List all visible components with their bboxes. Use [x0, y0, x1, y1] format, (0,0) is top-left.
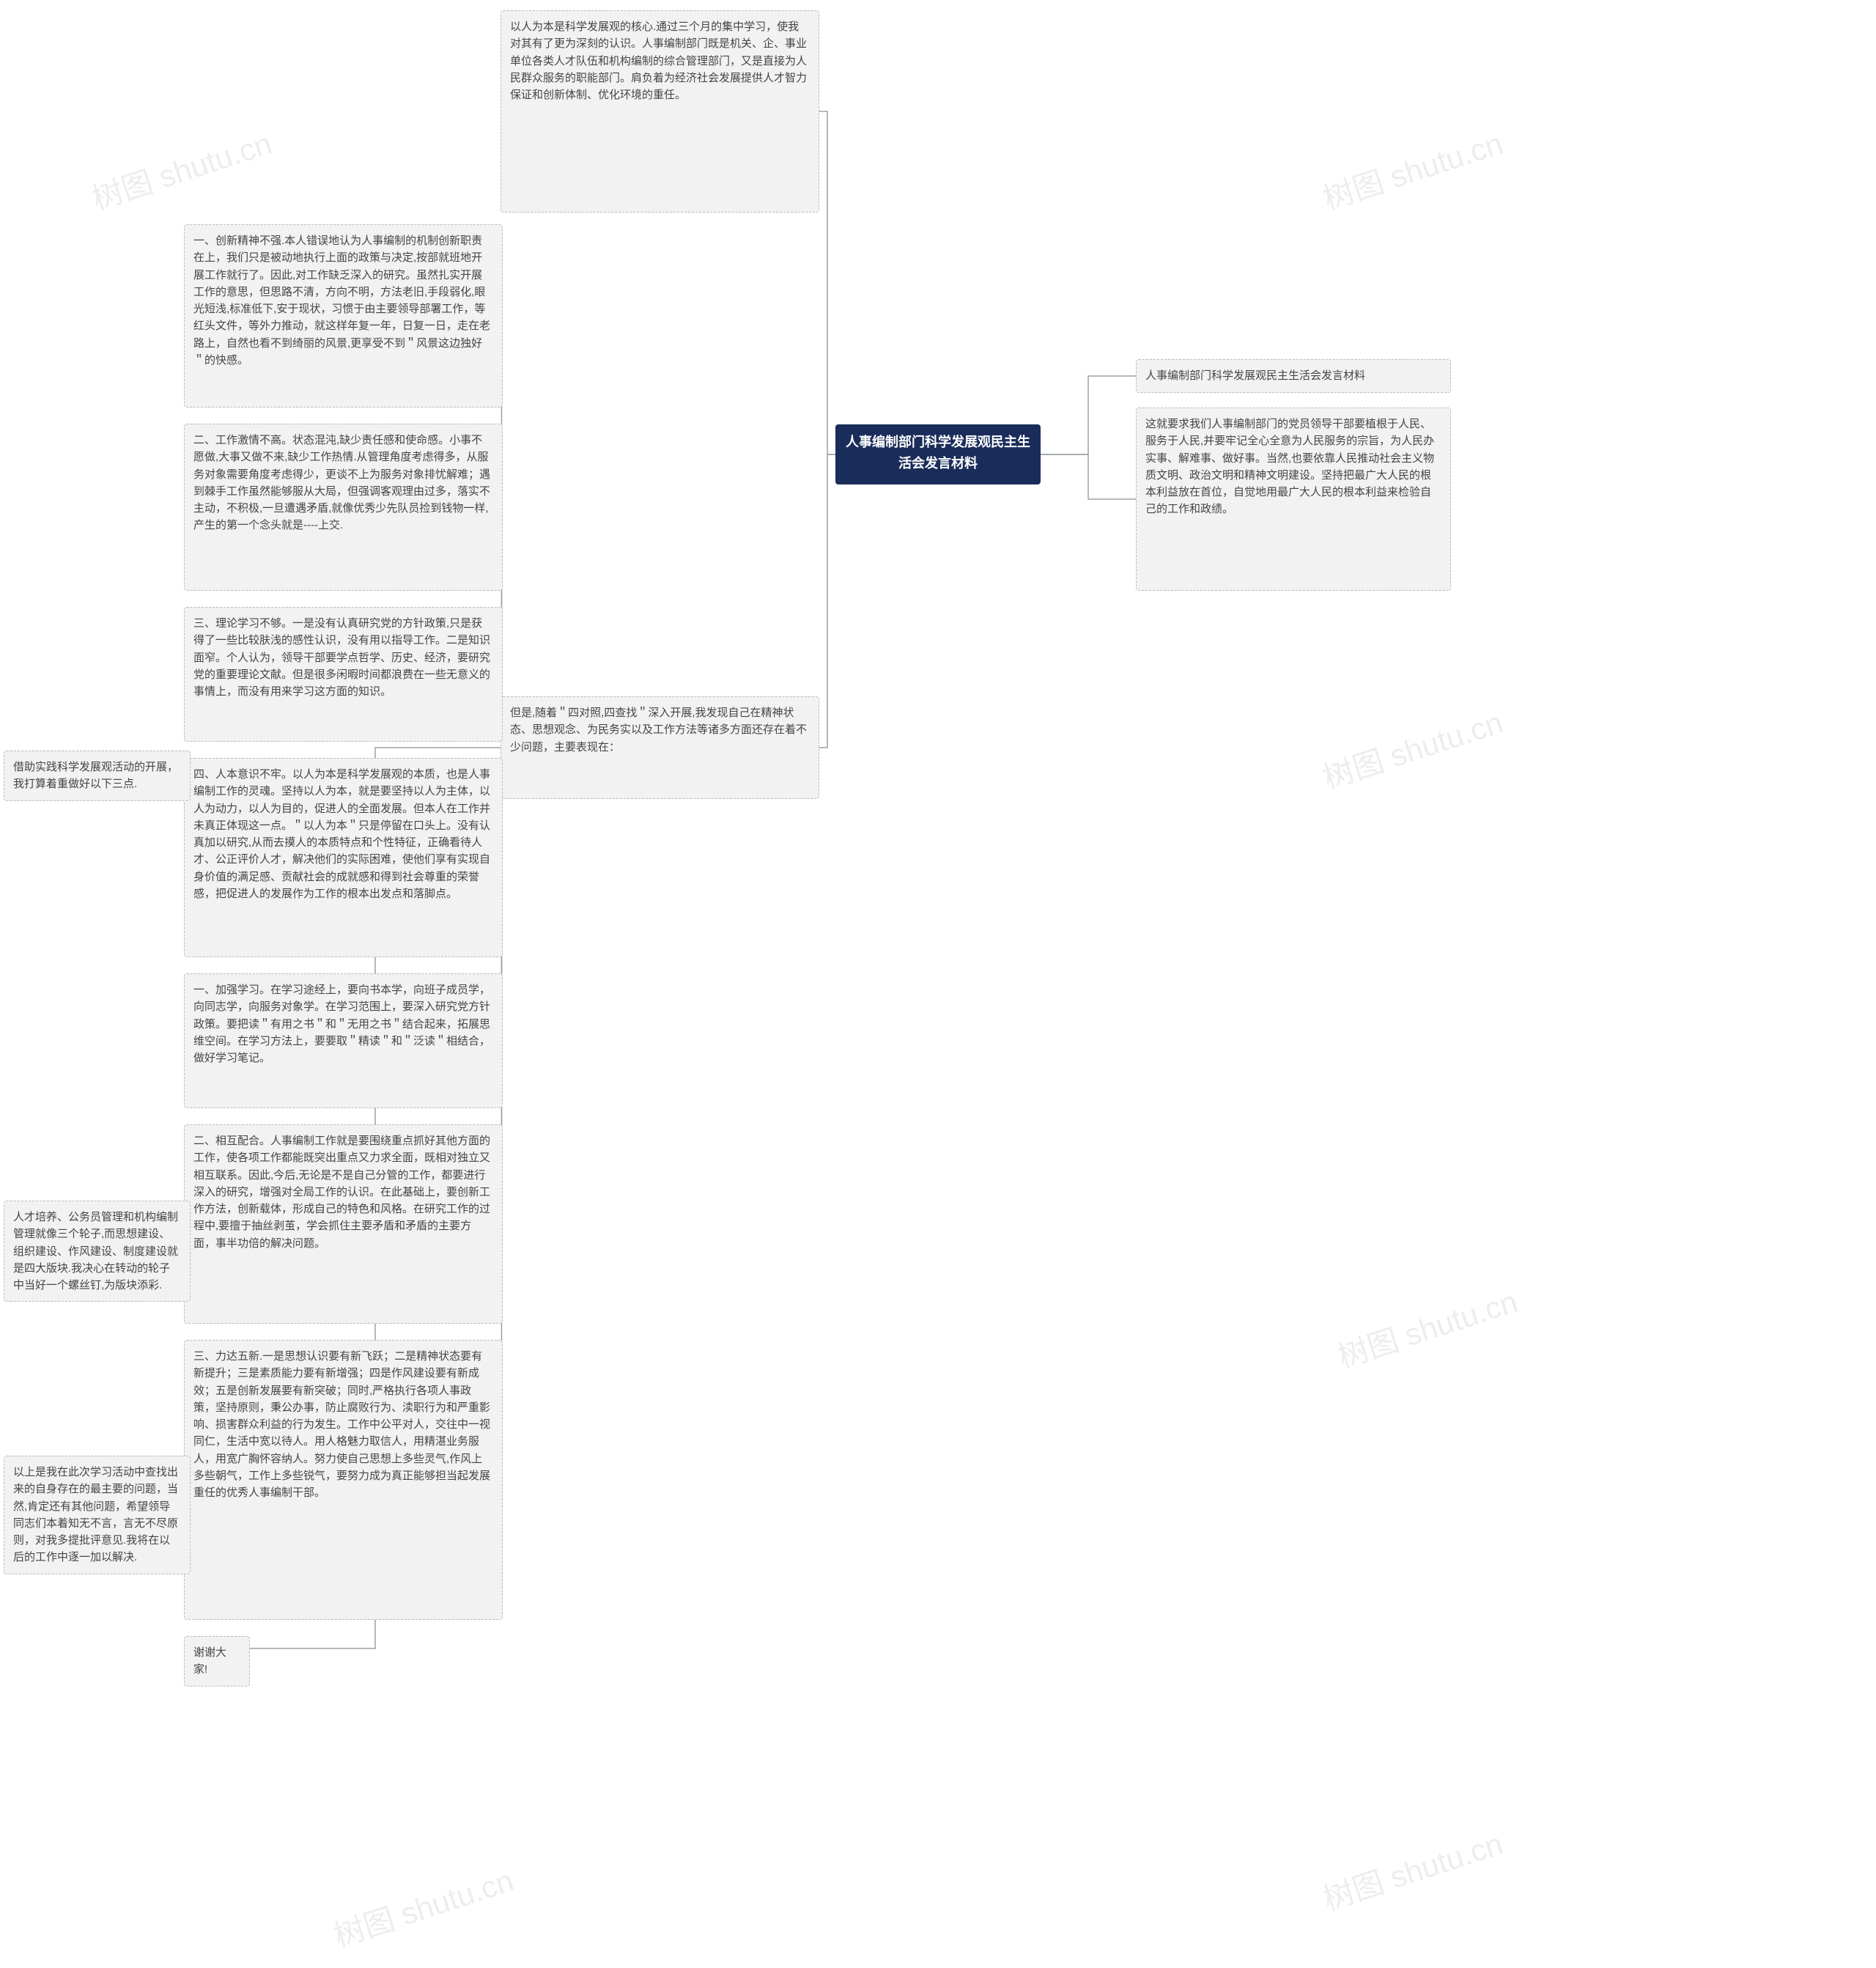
watermark: 树图 shutu.cn — [328, 1856, 519, 1956]
edge — [819, 111, 835, 454]
node-text: 人事编制部门科学发展观民主生活会发言材料 — [846, 435, 1030, 471]
node-text: 借助实践科学发展观活动的开展，我打算着重做好以下三点. — [13, 761, 178, 790]
watermark: 树图 shutu.cn — [1317, 119, 1508, 219]
edge — [1041, 454, 1136, 499]
node-b4: 一、加强学习。在学习途经上，要向书本学，向班子成员学，向同志学，向服务对象学。在… — [184, 973, 503, 1108]
node-text: 谢谢大家! — [193, 1646, 226, 1676]
node-m1: 但是,随着＂四对照,四查找＂深入开展,我发现自己在精神状态、思想观念、为民务实以… — [501, 696, 819, 799]
node-r1: 这就要求我们人事编制部门的党员领导干部要植根于人民、服务于人民,并要牢记全心全意… — [1136, 408, 1451, 591]
node-text: 三、力达五新.一是思想认识要有新飞跃；二是精神状态要有新提升；三是素质能力要有新… — [193, 1350, 490, 1499]
node-text: 一、加强学习。在学习途经上，要向书本学，向班子成员学，向同志学，向服务对象学。在… — [193, 984, 490, 1064]
node-m0: 以人为本是科学发展观的核心.通过三个月的集中学习，使我对其有了更为深刻的认识。人… — [501, 10, 819, 213]
node-text: 二、相互配合。人事编制工作就是要围绕重点抓好其他方面的工作，使各项工作都能既突出… — [193, 1135, 490, 1250]
node-b5: 二、相互配合。人事编制工作就是要围绕重点抓好其他方面的工作，使各项工作都能既突出… — [184, 1124, 503, 1324]
node-text: 一、创新精神不强.本人错误地认为人事编制的机制创新职责在上，我们只是被动地执行上… — [193, 235, 490, 366]
node-b7: 谢谢大家! — [184, 1636, 250, 1687]
node-b3: 四、人本意识不牢。以人为本是科学发展观的本质，也是人事编制工作的灵魂。坚持以人为… — [184, 758, 503, 957]
edge — [819, 454, 835, 748]
node-text: 人才培养、公务员管理和机构编制管理就像三个轮子,而思想建设、组织建设、作风建设、… — [13, 1211, 178, 1291]
node-text: 二、工作激情不高。状态混沌,缺少责任感和使命感。小事不愿做,大事又做不来,缺少工… — [193, 434, 490, 531]
node-r0: 人事编制部门科学发展观民主生活会发言材料 — [1136, 359, 1451, 393]
mindmap-canvas: 人事编制部门科学发展观民主生活会发言材料人事编制部门科学发展观民主生活会发言材料… — [0, 0, 1876, 1968]
node-b1: 二、工作激情不高。状态混沌,缺少责任感和使命感。小事不愿做,大事又做不来,缺少工… — [184, 424, 503, 591]
node-text: 这就要求我们人事编制部门的党员领导干部要植根于人民、服务于人民,并要牢记全心全意… — [1145, 418, 1434, 515]
watermark: 树图 shutu.cn — [86, 119, 277, 219]
node-text: 人事编制部门科学发展观民主生活会发言材料 — [1145, 369, 1365, 382]
watermark: 树图 shutu.cn — [1317, 1819, 1508, 1920]
node-text: 四、人本意识不牢。以人为本是科学发展观的本质，也是人事编制工作的灵魂。坚持以人为… — [193, 768, 490, 900]
watermark: 树图 shutu.cn — [1317, 698, 1508, 798]
watermark: 树图 shutu.cn — [1332, 1277, 1523, 1377]
node-text: 以人为本是科学发展观的核心.通过三个月的集中学习，使我对其有了更为深刻的认识。人… — [510, 21, 807, 101]
node-b0: 一、创新精神不强.本人错误地认为人事编制的机制创新职责在上，我们只是被动地执行上… — [184, 224, 503, 408]
node-l0: 借助实践科学发展观活动的开展，我打算着重做好以下三点. — [4, 751, 191, 801]
node-text: 三、理论学习不够。一是没有认真研究党的方针政策,只是获得了一些比较肤浅的感性认识… — [193, 617, 490, 698]
node-l1: 人才培养、公务员管理和机构编制管理就像三个轮子,而思想建设、组织建设、作风建设、… — [4, 1201, 191, 1302]
edge — [1041, 376, 1136, 454]
node-text: 以上是我在此次学习活动中查找出来的自身存在的最主要的问题，当然,肯定还有其他问题… — [13, 1466, 178, 1563]
node-root: 人事编制部门科学发展观民主生活会发言材料 — [835, 424, 1041, 484]
node-text: 但是,随着＂四对照,四查找＂深入开展,我发现自己在精神状态、思想观念、为民务实以… — [510, 707, 807, 753]
node-b2: 三、理论学习不够。一是没有认真研究党的方针政策,只是获得了一些比较肤浅的感性认识… — [184, 607, 503, 742]
node-b6: 三、力达五新.一是思想认识要有新飞跃；二是精神状态要有新提升；三是素质能力要有新… — [184, 1340, 503, 1620]
node-l2: 以上是我在此次学习活动中查找出来的自身存在的最主要的问题，当然,肯定还有其他问题… — [4, 1456, 191, 1574]
